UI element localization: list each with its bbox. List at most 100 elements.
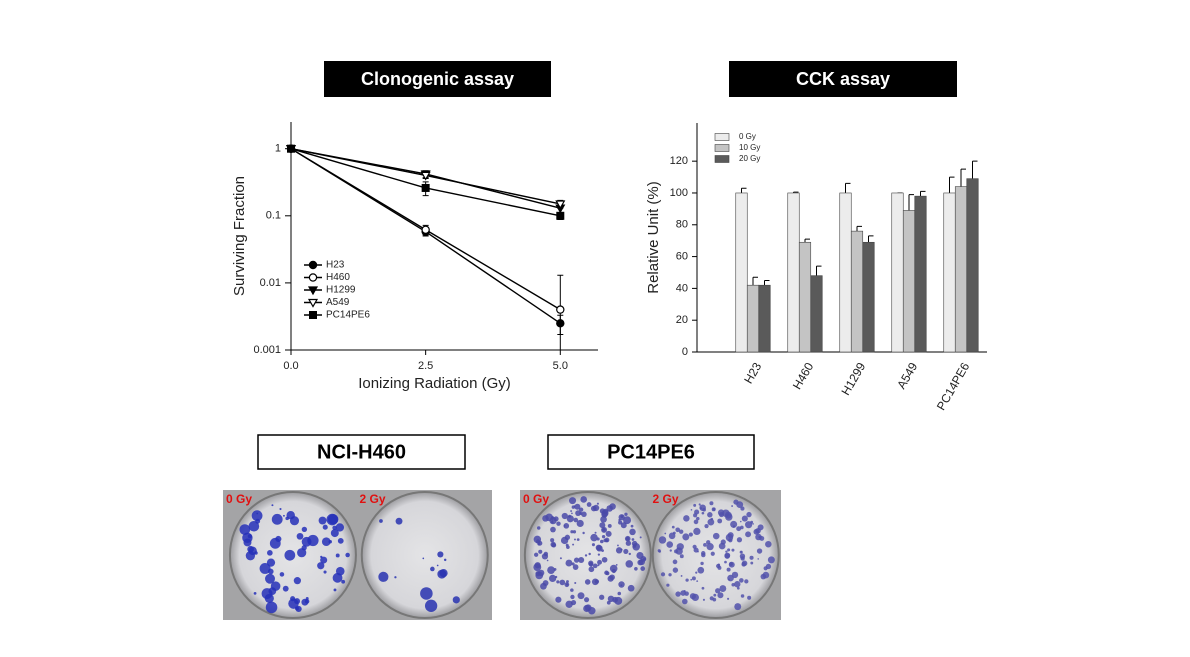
colony xyxy=(710,551,715,556)
colony xyxy=(623,516,632,525)
colony xyxy=(538,549,543,554)
colony xyxy=(630,524,634,528)
colony xyxy=(533,535,542,544)
colony xyxy=(690,578,693,581)
bar xyxy=(787,192,800,353)
x-tick-label: 5.0 xyxy=(553,360,568,372)
error-bar xyxy=(908,194,914,211)
y-axis-label: Relative Unit (%) xyxy=(645,181,662,294)
colony xyxy=(424,599,438,612)
colony xyxy=(680,575,683,577)
colony xyxy=(321,537,331,547)
colony xyxy=(741,562,747,567)
colony xyxy=(763,566,768,571)
colony xyxy=(739,578,744,583)
colony xyxy=(601,526,608,533)
dose-label: 2 Gy xyxy=(360,492,386,506)
colony xyxy=(717,518,723,524)
marker xyxy=(555,200,566,210)
error-bar xyxy=(764,279,770,286)
bar xyxy=(914,195,927,353)
colony xyxy=(744,579,749,584)
bar xyxy=(850,230,864,353)
colony xyxy=(681,598,688,605)
colony xyxy=(556,521,561,526)
colony xyxy=(550,538,555,543)
title-box xyxy=(324,61,551,97)
colony xyxy=(304,599,310,604)
colony xyxy=(570,530,574,534)
colony xyxy=(551,519,554,521)
colony xyxy=(701,586,705,590)
colony xyxy=(296,532,304,540)
colony xyxy=(627,584,635,592)
colony xyxy=(282,514,285,517)
colony xyxy=(693,513,698,518)
colony xyxy=(607,523,612,528)
bar xyxy=(943,192,956,353)
colony xyxy=(564,534,571,541)
y-tick-label: 120 xyxy=(670,155,688,167)
colony xyxy=(588,606,596,615)
bar xyxy=(758,284,771,353)
colony xyxy=(565,543,569,547)
colony xyxy=(695,571,698,574)
y-tick-label: 0.01 xyxy=(260,277,281,289)
colony xyxy=(572,530,577,534)
marker xyxy=(309,311,318,320)
marker xyxy=(307,286,319,296)
colony xyxy=(731,571,739,579)
colony xyxy=(591,543,595,547)
marker xyxy=(556,211,565,220)
colony xyxy=(691,593,699,602)
colony xyxy=(693,547,699,553)
colony xyxy=(749,555,754,560)
colony xyxy=(736,537,743,543)
colony xyxy=(639,536,642,539)
colony xyxy=(702,598,705,601)
colony xyxy=(675,591,681,597)
colony xyxy=(547,566,555,574)
marker xyxy=(420,171,431,181)
colony xyxy=(618,518,621,522)
colony xyxy=(337,537,344,544)
colony xyxy=(628,552,631,556)
colony xyxy=(734,581,741,588)
colony xyxy=(733,499,739,505)
colony xyxy=(703,543,707,547)
y-tick-label: 40 xyxy=(676,282,688,294)
colony xyxy=(577,592,585,600)
colony xyxy=(437,551,444,558)
colony xyxy=(580,496,588,503)
colony xyxy=(307,534,319,547)
colony xyxy=(747,595,752,600)
colony xyxy=(625,560,634,568)
colony xyxy=(757,524,764,531)
colony xyxy=(609,503,616,510)
colony xyxy=(550,541,556,548)
colony xyxy=(559,579,566,586)
colony xyxy=(640,566,646,571)
dose-label: 0 Gy xyxy=(226,492,252,506)
colony xyxy=(251,510,263,522)
colony xyxy=(605,571,610,576)
title-box xyxy=(729,61,957,97)
colony xyxy=(570,594,575,600)
colony xyxy=(746,511,752,518)
y-tick-label: 80 xyxy=(676,219,688,231)
colony xyxy=(584,579,591,585)
legend-swatch xyxy=(714,155,730,163)
colony xyxy=(335,523,345,532)
colony xyxy=(704,523,709,529)
colony xyxy=(301,526,308,533)
colony xyxy=(570,599,577,606)
y-tick-label: 100 xyxy=(670,187,688,199)
colony xyxy=(566,583,569,586)
colony xyxy=(533,563,542,572)
colony xyxy=(618,581,625,588)
colony xyxy=(285,516,289,521)
marker xyxy=(308,260,318,270)
colony xyxy=(563,523,570,529)
colony xyxy=(706,543,714,551)
colony xyxy=(712,532,720,540)
